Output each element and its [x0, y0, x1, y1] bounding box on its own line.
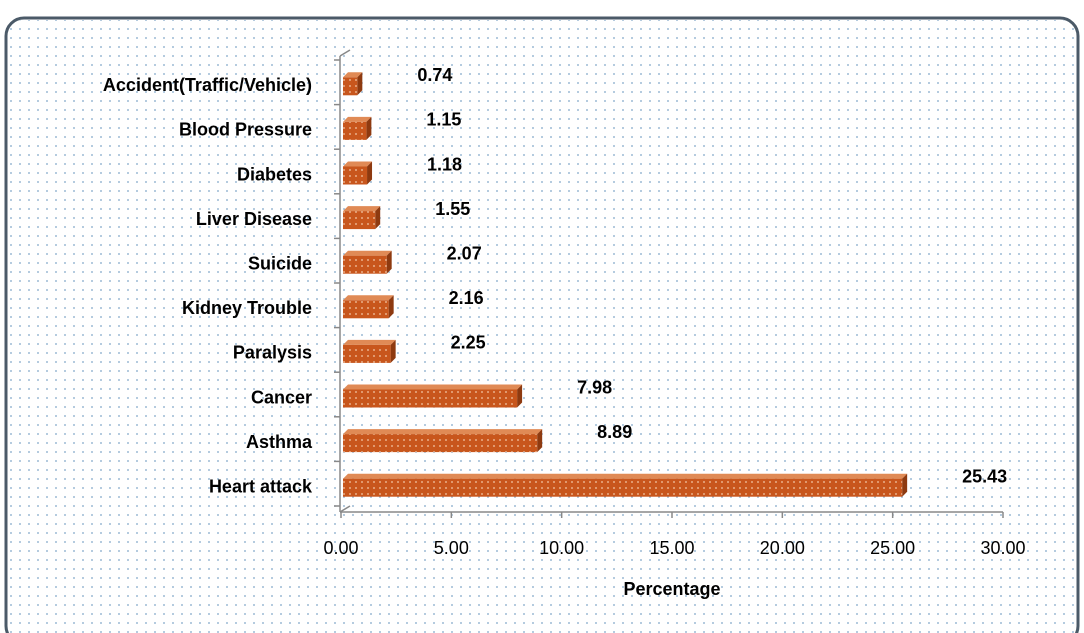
bar-side	[902, 473, 908, 497]
bar-top	[343, 384, 523, 390]
bar-texture	[343, 478, 903, 497]
value-label: 1.18	[427, 154, 462, 174]
x-tick-label: 10.00	[539, 538, 584, 558]
y-tick-label: Cancer	[251, 387, 312, 407]
x-tick-label: 20.00	[760, 538, 805, 558]
y-tick-label: Asthma	[246, 432, 313, 452]
bar-top	[343, 116, 372, 122]
bar-side	[367, 161, 373, 185]
value-label: 8.89	[597, 422, 632, 442]
value-label: 7.98	[577, 377, 612, 397]
y-tick-label: Accident(Traffic/Vehicle)	[103, 75, 312, 95]
bar-side	[375, 206, 381, 230]
bar-texture	[343, 211, 376, 230]
y-tick-label: Paralysis	[233, 343, 312, 363]
bar-top	[343, 429, 543, 435]
x-tick-label: 0.00	[323, 538, 358, 558]
y-tick-label: Diabetes	[237, 164, 312, 184]
bar-texture	[343, 255, 387, 274]
x-tick-label: 25.00	[870, 538, 915, 558]
bar-texture	[343, 434, 538, 453]
bar-top	[343, 250, 392, 256]
bar-top	[343, 206, 381, 212]
bar-texture	[343, 344, 391, 363]
y-tick-label: Kidney Trouble	[182, 298, 312, 318]
bar-top	[343, 295, 394, 301]
value-label: 2.07	[447, 243, 482, 263]
bar-top	[343, 161, 373, 167]
value-label: 25.43	[962, 466, 1007, 486]
bar-top	[343, 339, 396, 345]
bar-side	[517, 384, 523, 408]
bar-texture	[343, 77, 358, 96]
bar-top	[343, 72, 363, 78]
value-label: 1.15	[426, 110, 461, 130]
value-label: 0.74	[417, 65, 452, 85]
y-tick-label: Heart attack	[209, 476, 313, 496]
value-label: 1.55	[435, 199, 470, 219]
bar-side	[390, 339, 396, 363]
x-axis-depth	[339, 505, 351, 513]
y-tick-label: Suicide	[248, 253, 312, 273]
y-axis-depth	[339, 49, 351, 57]
y-tick-label: Liver Disease	[196, 209, 312, 229]
bar-texture	[343, 121, 367, 140]
y-tick-label: Blood Pressure	[179, 120, 312, 140]
bar-side	[388, 295, 394, 319]
bar-texture	[343, 300, 389, 319]
x-tick-label: 5.00	[434, 538, 469, 558]
bar-side	[537, 429, 543, 453]
x-axis-title: Percentage	[623, 579, 720, 599]
value-label: 2.16	[449, 288, 484, 308]
bar-texture	[343, 166, 368, 185]
bar-texture	[343, 389, 518, 408]
value-label: 2.25	[451, 333, 486, 353]
bar-top	[343, 473, 908, 479]
x-tick-label: 30.00	[980, 538, 1025, 558]
bar-side	[366, 116, 372, 140]
bar-side	[357, 72, 363, 96]
x-tick-label: 15.00	[649, 538, 694, 558]
bar-side	[386, 250, 392, 274]
